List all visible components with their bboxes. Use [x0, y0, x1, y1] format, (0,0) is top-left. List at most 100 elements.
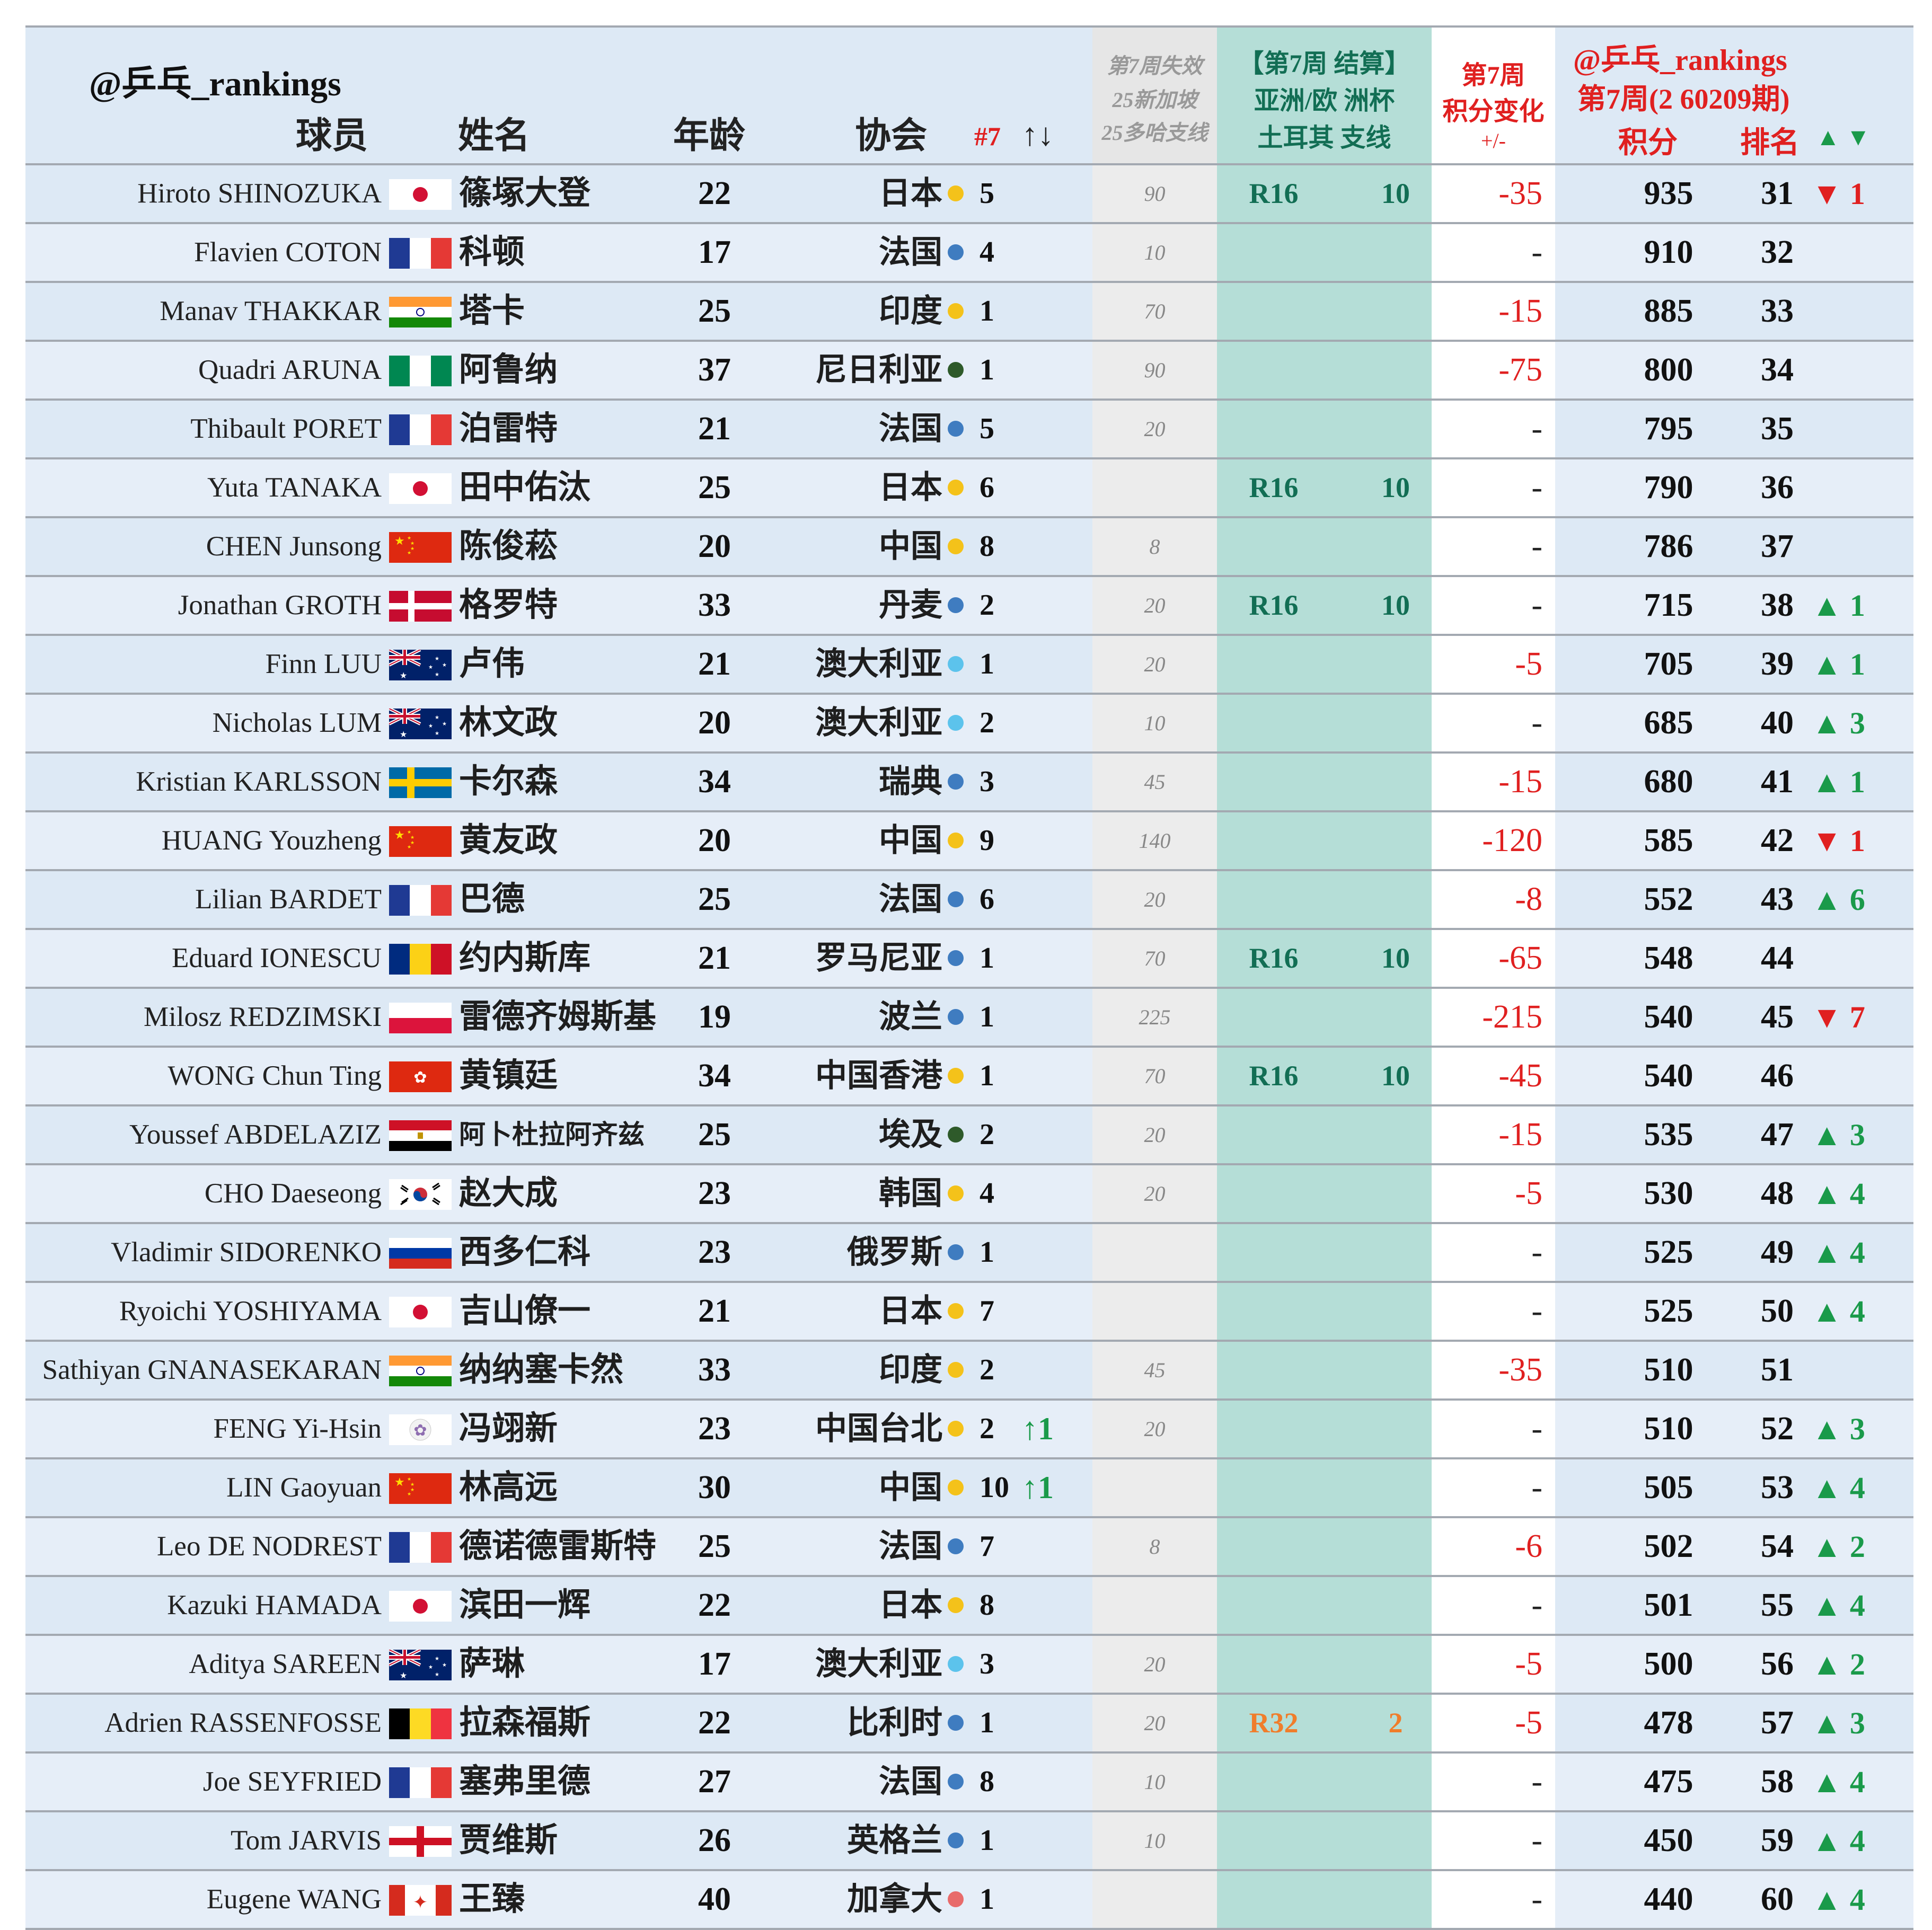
points-change-cell: - [1432, 224, 1555, 281]
france-flag-icon [389, 414, 452, 445]
player-name-en: Flavien COTON [194, 237, 382, 268]
points-change: - [1531, 587, 1542, 623]
cup-stage-points [1361, 812, 1430, 869]
player-association: 英格兰 [847, 1823, 942, 1858]
points-change-cell: - [1432, 1754, 1555, 1810]
points-change-cell: - [1432, 1459, 1555, 1516]
expiring-points: 140 [1139, 829, 1171, 853]
points-change: - [1531, 528, 1542, 564]
ranking-movement: ▲ 4 [1812, 1765, 1865, 1799]
region-dot-icon [948, 1185, 964, 1201]
cup-settlement-cell [1217, 871, 1432, 928]
player-name-en: Yuta TANAKA [207, 472, 382, 503]
svg-text:★: ★ [428, 665, 433, 670]
expiring-points-cell: 90 [1092, 342, 1217, 399]
points-change: - [1531, 1587, 1542, 1623]
ranking-position: 41 [1761, 764, 1794, 800]
region-dot-icon [948, 597, 964, 613]
table-row: 8 -6 Leo DE NODREST 德诺德雷斯特 25 法国 7 502 5… [25, 1518, 1913, 1577]
table-row: 20 - Jonathan GROTH 格罗特 33 丹麦 2 R16 10 7… [25, 577, 1913, 636]
col-age-header: 年龄 [673, 116, 746, 156]
player-age: 27 [698, 1764, 731, 1800]
region-dot-icon [948, 1244, 964, 1260]
cup-stage-points [1361, 1812, 1430, 1869]
region-dot-icon [948, 1656, 964, 1672]
ranking-points: 502 [1644, 1528, 1693, 1564]
svg-text:★: ★ [394, 534, 405, 547]
svg-text:★: ★ [410, 1487, 414, 1492]
expiring-points: 20 [1144, 1182, 1166, 1206]
cup-stage [1234, 989, 1313, 1046]
cup-stage-points [1361, 1106, 1430, 1163]
player-association: 罗马尼亚 [815, 941, 942, 976]
player-association: 中国 [879, 529, 942, 564]
region-dot-icon [948, 1480, 964, 1495]
points-change: -5 [1515, 1646, 1542, 1682]
expiring-points: 70 [1144, 1064, 1166, 1088]
cup-header-line1: 【第7周 结算】 [1238, 50, 1410, 78]
player-association: 印度 [879, 1352, 942, 1387]
cup-stage: R16 [1249, 472, 1299, 503]
loss-header-line1: 第7周失效 [1107, 54, 1203, 78]
ranking-points: 510 [1644, 1352, 1693, 1388]
player-association: 日本 [879, 1294, 942, 1329]
player-name-cn: 卡尔森 [459, 764, 558, 800]
points-change-cell: -45 [1432, 1048, 1555, 1104]
region-dot-icon [948, 1832, 964, 1848]
ranking-position: 53 [1761, 1469, 1794, 1506]
cup-header-line3: 土耳其 支线 [1257, 124, 1391, 152]
player-name-en: LIN Gaoyuan [226, 1472, 382, 1503]
japan-flag-icon [389, 1297, 452, 1327]
france-flag-icon [389, 885, 452, 916]
ranking-points: 705 [1644, 646, 1693, 682]
ranking-points: 450 [1644, 1822, 1693, 1858]
points-change: -35 [1498, 1352, 1542, 1388]
rank-header-brand: @乒乓_rankings [1573, 44, 1787, 77]
player-name-en: FENG Yi-Hsin [213, 1413, 382, 1444]
table-row: 20 - Thibault PORET 泊雷特 21 法国 5 795 35 [25, 401, 1913, 459]
svg-text:★: ★ [410, 1482, 414, 1487]
association-rank: 1 [980, 1001, 994, 1033]
player-name-cn: 塞弗里德 [459, 1764, 591, 1800]
expiring-points: 10 [1144, 711, 1166, 735]
player-name-en: Leo DE NODREST [157, 1531, 382, 1562]
nigeria-flag-icon [389, 356, 452, 386]
association-rank-change: ↑1 [1022, 1411, 1054, 1446]
poland-flag-icon [389, 1003, 452, 1033]
chg-header-line2: 积分变化 [1442, 98, 1545, 126]
expiring-points: 225 [1139, 1005, 1171, 1029]
table-row: 10 - Tom JARVIS 贾维斯 26 英格兰 1 450 59 ▲ 4 [25, 1812, 1913, 1871]
points-change: -15 [1498, 1117, 1542, 1153]
ranking-points: 790 [1644, 470, 1693, 506]
ranking-movement: ▲ 4 [1812, 1882, 1865, 1917]
ranking-position: 40 [1761, 705, 1794, 741]
cup-stage [1234, 518, 1313, 575]
table-row: 90 -35 Hiroto SHINOZUKA 篠塚大登 22 日本 5 R16… [25, 165, 1913, 224]
points-change: -5 [1515, 1175, 1542, 1211]
ranking-position: 55 [1761, 1587, 1794, 1623]
expiring-points-cell [1092, 1577, 1217, 1634]
points-change: -45 [1498, 1058, 1542, 1094]
player-name-en: Thibault PORET [190, 413, 382, 444]
player-name-cn: 篠塚大登 [459, 175, 591, 211]
region-dot-icon [948, 833, 964, 848]
svg-text:★: ★ [435, 672, 439, 678]
expiring-points-cell: 10 [1092, 1754, 1217, 1810]
expiring-points-cell: 20 [1092, 1695, 1217, 1751]
rank-header-arrows: ▲ ▼ [1816, 123, 1871, 151]
ranking-movement: ▲ 3 [1812, 1118, 1865, 1152]
region-dot-icon [948, 303, 964, 319]
svg-text:★: ★ [400, 730, 407, 739]
cup-stage [1234, 1812, 1313, 1869]
player-name-en: Eduard IONESCU [172, 943, 382, 973]
table-row: 8 - CHEN Junsong ★ ★ ★ ★ ★ 陈俊菘 20 中国 8 786 3… [25, 518, 1913, 577]
table-row: - LIN Gaoyuan ★ ★ ★ ★ ★ 林高远 30 中国 10 ↑1 505 … [25, 1459, 1913, 1518]
expiring-points-cell: 10 [1092, 695, 1217, 751]
player-age: 20 [698, 528, 731, 564]
romania-flag-icon [389, 944, 452, 975]
expiring-points-cell: 70 [1092, 1048, 1217, 1104]
player-age: 17 [698, 1646, 731, 1682]
table-row: 225 -215 Milosz REDZIMSKI 雷德齐姆斯基 19 波兰 1… [25, 989, 1913, 1048]
ranking-position: 36 [1761, 470, 1794, 506]
ranking-position: 37 [1761, 528, 1794, 564]
